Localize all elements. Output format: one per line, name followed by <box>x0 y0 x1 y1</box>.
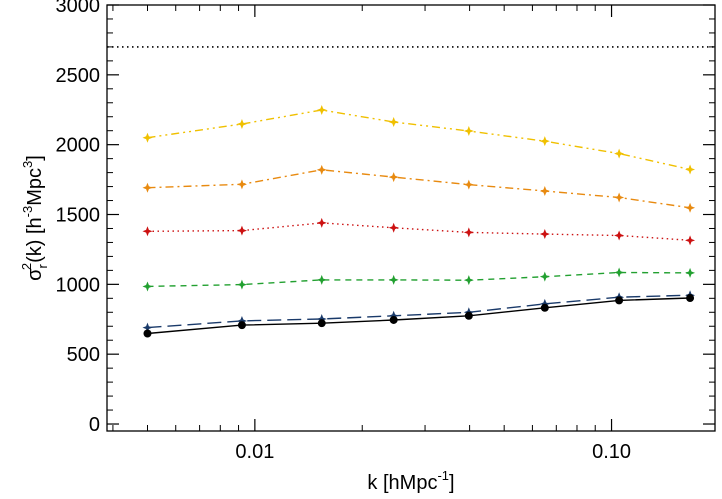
series-layer <box>142 105 696 338</box>
x-ticks: 0.01 0.10 <box>112 5 631 463</box>
data-point <box>142 226 153 237</box>
data-point <box>316 164 327 175</box>
x-axis-title: k [hMpc-1] <box>367 468 454 494</box>
data-point <box>463 125 474 136</box>
data-point <box>389 315 398 324</box>
data-point <box>540 303 549 312</box>
data-point <box>236 119 247 130</box>
y-axis-sup3m: -3 <box>20 206 35 218</box>
data-point <box>316 313 327 324</box>
data-point <box>142 132 153 143</box>
y-axis-sub: r <box>35 263 50 268</box>
y-axis-sigma: σ <box>24 268 46 281</box>
x-axis-title-base: k [hMpc <box>367 472 437 494</box>
y-tick-label: 2500 <box>56 65 101 87</box>
data-point <box>685 202 696 213</box>
series-line <box>147 271 691 288</box>
data-point <box>317 319 326 328</box>
data-point <box>388 274 399 285</box>
y-tick-label: 0 <box>89 414 100 436</box>
data-point <box>463 275 474 286</box>
data-point <box>142 281 153 292</box>
y-ticks: 0 500 1000 1500 2000 2500 3000 <box>56 0 715 436</box>
series-6 <box>143 294 695 338</box>
y-tick-label: 3000 <box>56 0 101 17</box>
x-axis-title-sup: -1 <box>437 468 449 483</box>
data-point <box>685 267 696 278</box>
series-line <box>147 169 691 209</box>
y-tick-label: 500 <box>67 344 100 366</box>
y-axis-mid: (k) [h <box>24 217 46 263</box>
y-tick-label: 1000 <box>56 274 101 296</box>
x-tick-label: 0.10 <box>592 441 631 463</box>
x-tick-label: 0.01 <box>235 441 274 463</box>
series-3 <box>142 217 696 246</box>
series-2 <box>142 164 696 213</box>
y-axis-title: σr2(k) [h-3Mpc3] <box>19 155 50 281</box>
series-line <box>147 297 691 335</box>
data-point <box>316 274 327 285</box>
data-point <box>539 229 550 240</box>
data-point <box>142 322 153 333</box>
data-point <box>614 192 625 203</box>
data-point <box>236 315 247 326</box>
data-point <box>539 271 550 282</box>
y-axis-tail: ] <box>24 155 46 161</box>
data-point <box>463 179 474 190</box>
data-point <box>388 222 399 233</box>
series-line <box>147 294 691 329</box>
data-point <box>614 230 625 241</box>
y-axis-mpc: Mpc <box>24 168 46 206</box>
data-point <box>142 182 153 193</box>
data-point <box>685 235 696 246</box>
data-point <box>539 136 550 147</box>
data-point <box>316 105 327 116</box>
data-point <box>237 321 246 330</box>
data-point <box>236 279 247 290</box>
data-point <box>614 267 625 278</box>
data-point <box>236 225 247 236</box>
data-point <box>463 227 474 238</box>
data-point <box>615 296 624 305</box>
data-point <box>539 186 550 197</box>
data-point <box>614 148 625 159</box>
data-point <box>236 179 247 190</box>
series-line <box>147 222 691 241</box>
y-tick-label: 2000 <box>56 135 101 157</box>
data-point <box>685 164 696 175</box>
series-4 <box>142 267 696 292</box>
x-axis-title-tail: ] <box>449 472 455 494</box>
y-tick-label: 1500 <box>56 205 101 227</box>
data-point <box>388 117 399 128</box>
plot-frame <box>106 4 716 432</box>
data-point <box>686 294 695 303</box>
y-axis-sup3: 3 <box>20 161 35 168</box>
data-point <box>388 310 399 321</box>
data-point <box>143 329 152 338</box>
y-axis-sup2: 2 <box>19 263 34 270</box>
data-point <box>316 217 327 228</box>
series-1 <box>142 105 696 175</box>
data-point <box>464 311 473 320</box>
series-line <box>147 109 691 171</box>
data-point <box>388 172 399 183</box>
